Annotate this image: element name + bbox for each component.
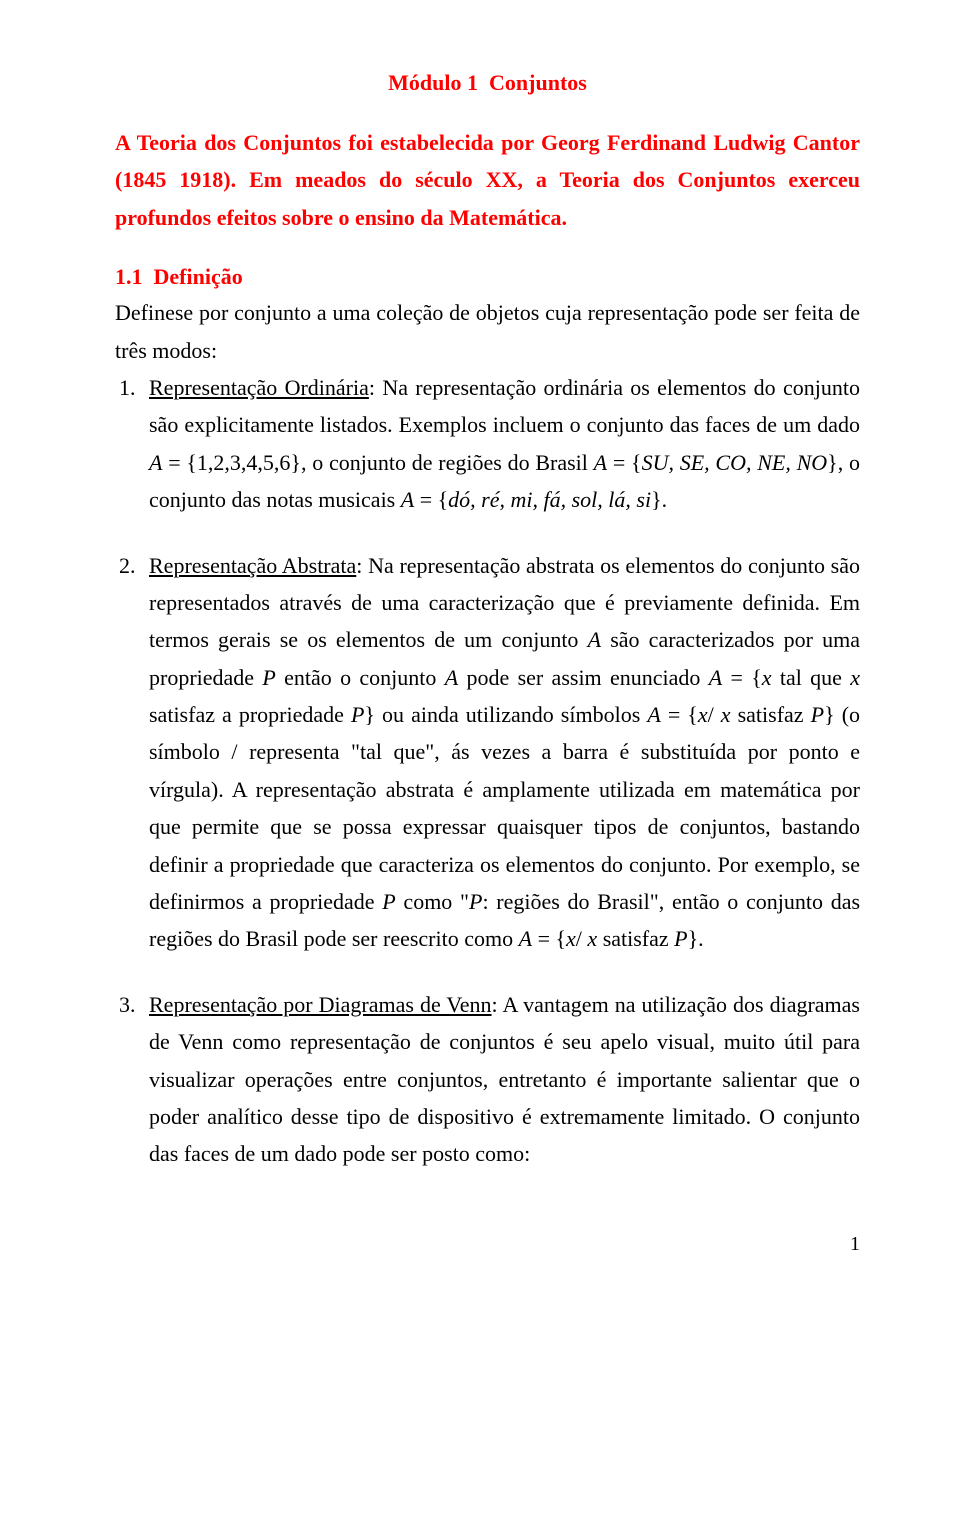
item2-eq1-mid1: tal que: [772, 665, 851, 690]
item1-eq3-lhs: A: [401, 487, 414, 512]
item2-eq1-x1: x: [762, 665, 772, 690]
document-page: Módulo 1 ­ Conjuntos A Teoria dos Conjun…: [0, 0, 960, 1296]
item2-t4: pode ser assim enunciado: [458, 665, 709, 690]
item1-eq3-close: }: [651, 487, 662, 512]
item2-eq1-open: = {: [722, 665, 762, 690]
item1-eq3-open: = {: [414, 487, 448, 512]
item2-eq1-mid2: satisfaz a propriedade: [149, 702, 351, 727]
item2-eq3-P: P: [674, 926, 687, 951]
item2-eq3-open: = {: [532, 926, 566, 951]
item2-P1: P: [262, 665, 275, 690]
item2-eq2-P: P: [811, 702, 824, 727]
item2-t5: ou ainda utilizando símbolos: [375, 702, 647, 727]
item2-eq1-P: P: [351, 702, 364, 727]
item1-eq1-lhs: A: [149, 450, 162, 475]
item2-t6: (o símbolo / representa "tal que", ás ve…: [149, 702, 860, 914]
item1-eq1-rhs: = {1,2,3,4,5,6}: [162, 450, 301, 475]
intro-paragraph: A Teoria dos Conjuntos foi estabelecida …: [115, 124, 860, 236]
item1-eq3-body: dó, ré, mi, fá, sol, lá, si: [448, 487, 651, 512]
item2-eq3-x1: x: [566, 926, 576, 951]
item2-eq3-lhs: A: [519, 926, 532, 951]
item1-eq2-body: SU, SE, CO, NE, NO: [642, 450, 828, 475]
page-title: Módulo 1 ­ Conjuntos: [115, 70, 860, 96]
list-item-3: 3.Representação por Diagramas de Venn: A…: [149, 986, 860, 1173]
item2-eq1-x2: x: [850, 665, 860, 690]
item2-P2: P: [382, 889, 395, 914]
list-item-1: 1.Representação Ordinária: Na representa…: [149, 369, 860, 519]
item2-period: .: [698, 926, 704, 951]
item1-eq2-close: }: [827, 450, 838, 475]
item2-eq2-mid: satisfaz: [731, 702, 811, 727]
item2-A1: A: [588, 627, 601, 652]
item1-period: .: [662, 487, 668, 512]
page-number: 1: [115, 1233, 860, 1256]
item2-eq2-x1: x: [698, 702, 708, 727]
item2-eq2-slash: /: [708, 702, 721, 727]
item1-eq2-open: = {: [607, 450, 641, 475]
item1-text2: , o conjunto de regiões do Brasil: [301, 450, 594, 475]
item2-eq1-close: }: [364, 702, 375, 727]
item2-eq3-close: }: [688, 926, 699, 951]
list-number: 1.: [119, 369, 149, 406]
item2-eq3-slash: /: [576, 926, 588, 951]
definition-intro: Define­se por conjunto a uma coleção de …: [115, 294, 860, 369]
section-heading: 1.1 ­ Definição: [115, 264, 860, 290]
list-item-2: 2.Representação Abstrata: Na representaç…: [149, 547, 860, 958]
list-number: 3.: [119, 986, 149, 1023]
item2-eq2-lhs: A: [647, 702, 660, 727]
item2-P3: P: [469, 889, 482, 914]
item3-head: Representação por Diagramas de Venn: [149, 992, 492, 1017]
item3-text: : A vantagem na utilização dos diagramas…: [149, 992, 860, 1167]
list-number: 2.: [119, 547, 149, 584]
item2-eq2-open: = {: [661, 702, 698, 727]
item2-t7: como ": [396, 889, 469, 914]
item1-head: Representação Ordinária: [149, 375, 369, 400]
item2-head: Representação Abstrata: [149, 553, 356, 578]
item2-t3: então o conjunto: [276, 665, 445, 690]
item2-eq3-x2: x: [587, 926, 597, 951]
item2-eq2-x2: x: [721, 702, 731, 727]
item2-A2: A: [445, 665, 458, 690]
item2-eq1-lhs: A: [709, 665, 722, 690]
item1-eq2-lhs: A: [594, 450, 607, 475]
item2-eq2-close: }: [824, 702, 835, 727]
item2-eq3-mid: satisfaz: [597, 926, 674, 951]
